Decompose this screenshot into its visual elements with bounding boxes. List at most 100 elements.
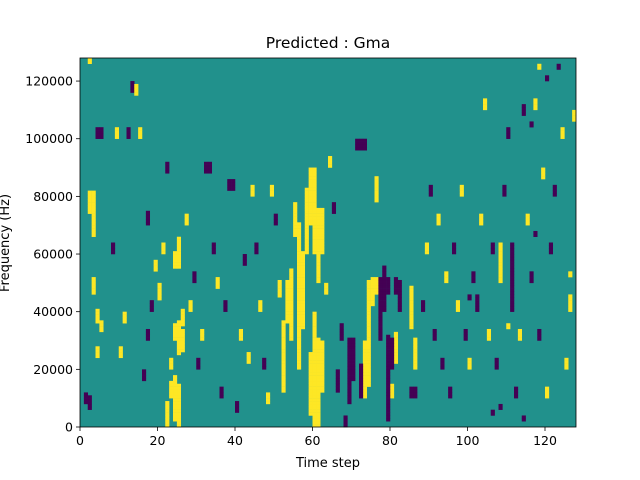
heatmap-cell-high: [312, 403, 317, 408]
heatmap-cell-low: [382, 303, 387, 307]
heatmap-cell-high: [316, 259, 321, 263]
heatmap-cell-high: [91, 233, 96, 237]
heatmap-cell-low: [87, 395, 92, 399]
heatmap-cell-high: [308, 383, 313, 387]
heatmap-cell-high: [176, 418, 182, 422]
heatmap-cell-high: [300, 274, 306, 278]
heatmap-cell-high: [564, 366, 569, 370]
heatmap-cell-low: [223, 303, 228, 307]
heatmap-cell-high: [366, 291, 371, 295]
heatmap-cell-high: [138, 130, 143, 134]
heatmap-cell-high: [413, 349, 418, 353]
heatmap-cell-high: [304, 205, 309, 209]
heatmap-cell-high: [281, 380, 286, 385]
heatmap-cell-high: [281, 389, 286, 393]
heatmap-cell-low: [467, 294, 472, 298]
heatmap-cell-low: [99, 132, 104, 137]
heatmap-cell-low: [510, 251, 515, 255]
heatmap-cell-high: [316, 349, 321, 353]
heatmap-cell-high: [173, 328, 178, 333]
heatmap-cell-low: [471, 274, 476, 278]
heatmap-cell-high: [297, 242, 302, 246]
heatmap-cell-low: [351, 375, 356, 379]
heatmap-cell-low: [386, 291, 391, 295]
heatmap-cell-low: [409, 395, 414, 399]
heatmap-cell-high: [308, 398, 313, 402]
heatmap-cell-low: [421, 300, 426, 304]
heatmap-cell-high: [91, 285, 96, 289]
heatmap-cell-high: [153, 259, 158, 263]
heatmap-cell-low: [347, 357, 352, 361]
heatmap-cell-high: [304, 196, 309, 200]
heatmap-cell-low: [502, 184, 507, 188]
heatmap-cell-low: [378, 291, 383, 295]
heatmap-cell-high: [297, 352, 302, 356]
heatmap-cell-low: [514, 389, 519, 393]
heatmap-cell-low: [242, 259, 247, 263]
heatmap-cell-low: [397, 279, 402, 284]
heatmap-cell-low: [514, 392, 519, 396]
heatmap-cell-high: [312, 421, 317, 425]
heatmap-cell-high: [99, 326, 104, 330]
heatmap-cell-low: [331, 207, 337, 212]
heatmap-cell-low: [463, 328, 468, 333]
heatmap-cell-low: [192, 277, 197, 281]
heatmap-cell-high: [269, 190, 275, 194]
heatmap-cell-low: [510, 305, 515, 310]
heatmap-cell-low: [262, 360, 267, 364]
heatmap-cell-high: [320, 363, 325, 367]
heatmap-cell-high: [289, 279, 294, 284]
heatmap-cell-low: [514, 395, 519, 399]
heatmap-cell-high: [316, 398, 321, 402]
heatmap-cell-high: [176, 349, 182, 353]
heatmap-cell-high: [250, 184, 255, 188]
heatmap-cell-high: [316, 239, 321, 243]
heatmap-cell-low: [490, 251, 495, 255]
heatmap-cell-low: [409, 392, 414, 396]
heatmap-cell-low: [490, 242, 495, 246]
heatmap-cell-low: [490, 409, 495, 413]
heatmap-cell-low: [494, 360, 499, 364]
heatmap-cell-high: [533, 107, 538, 111]
heatmap-cell-high: [293, 216, 298, 220]
heatmap-cell-high: [169, 383, 174, 387]
heatmap-cell-high: [366, 326, 371, 330]
heatmap-cell-high: [316, 421, 321, 425]
heatmap-cell-high: [173, 415, 178, 419]
heatmap-cell-high: [308, 179, 313, 183]
heatmap-cell-high: [173, 401, 178, 405]
heatmap-cell-low: [378, 334, 383, 338]
heatmap-cell-low: [211, 251, 216, 255]
heatmap-cell-high: [173, 389, 178, 393]
heatmap-cell-low: [506, 135, 511, 139]
heatmap-cell-low: [351, 354, 356, 359]
heatmap-cell-high: [362, 372, 368, 376]
heatmap-cell-high: [180, 346, 185, 350]
heatmap-cell-high: [568, 271, 573, 275]
heatmap-cell-low: [262, 366, 267, 370]
heatmap-cell-high: [459, 184, 464, 188]
heatmap-cell-high: [366, 314, 371, 318]
heatmap-cell-high: [366, 337, 371, 341]
heatmap-cell-low: [529, 121, 534, 125]
heatmap-cell-high: [312, 230, 317, 235]
heatmap-cell-low: [378, 294, 383, 298]
heatmap-cell-low: [386, 386, 391, 390]
heatmap-cell-high: [293, 219, 298, 223]
y-tick-label: 0: [65, 420, 73, 435]
heatmap-cell-high: [498, 248, 503, 252]
y-axis-label: Frequency (Hz): [0, 194, 13, 292]
heatmap-cell-high: [297, 340, 302, 344]
heatmap-cell-high: [316, 354, 321, 359]
heatmap-cell-high: [308, 167, 313, 171]
heatmap-cell-high: [176, 386, 182, 390]
heatmap-cell-high: [300, 288, 306, 292]
heatmap-cell-high: [498, 277, 503, 281]
heatmap-cell-high: [409, 291, 414, 295]
heatmap-cell-high: [366, 294, 371, 298]
heatmap-cell-low: [533, 233, 538, 237]
heatmap-cell-high: [289, 334, 294, 338]
heatmap-cell-low: [192, 279, 197, 284]
heatmap-cell-low: [235, 403, 240, 408]
heatmap-cell-high: [393, 343, 399, 347]
